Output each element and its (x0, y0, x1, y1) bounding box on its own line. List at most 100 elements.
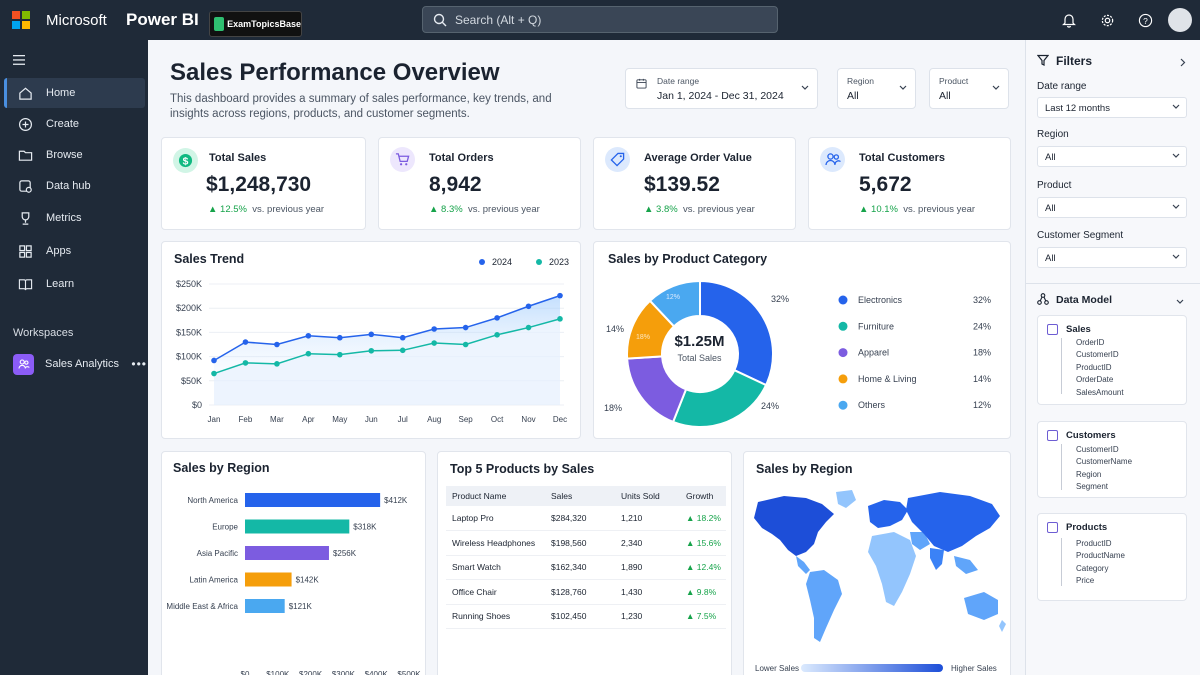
region-filter[interactable]: Region All (837, 68, 916, 109)
field-item[interactable]: ProductID (1076, 363, 1112, 372)
filter-icon (1037, 54, 1049, 66)
field-item[interactable]: CustomerName (1076, 457, 1133, 466)
field-item[interactable]: ProductID (1076, 539, 1112, 548)
sidebar-item-apps[interactable]: Apps (4, 236, 145, 266)
data-point-2023[interactable] (525, 324, 532, 331)
legend-label[interactable]: Home & Living (858, 374, 917, 384)
bar-north-america[interactable] (245, 493, 381, 507)
field-item[interactable]: Category (1076, 564, 1109, 573)
data-point-2024[interactable] (211, 357, 217, 364)
table-row[interactable]: Running Shoes $102,450 1,230 ▲ 7.5% (446, 604, 726, 629)
data-point-2024[interactable] (557, 292, 563, 299)
product-name[interactable]: Power BI (126, 10, 199, 29)
product-category-card[interactable]: Sales by Product Category 32% 24% 18% 14% El… (593, 241, 1011, 439)
data-point-2024[interactable] (494, 315, 500, 321)
data-point-2023[interactable] (494, 332, 500, 338)
search-input[interactable]: Search (Alt + Q) (422, 6, 778, 33)
column-header[interactable]: Sales (545, 486, 615, 506)
data-point-2023[interactable] (274, 361, 280, 367)
notifications-button[interactable] (1050, 0, 1088, 40)
more-options-icon[interactable]: ••• (131, 357, 147, 371)
product-filter[interactable]: Product All (929, 68, 1009, 109)
table-row[interactable]: Smart Watch $162,340 1,890 ▲ 12.4% (446, 555, 726, 580)
field-item[interactable]: OrderID (1076, 338, 1105, 347)
data-point-2024[interactable] (368, 331, 375, 338)
data-point-2024[interactable] (462, 324, 469, 331)
date-range-select[interactable]: Last 12 months (1037, 97, 1187, 118)
kpi-card-total-orders[interactable]: Total Orders 8,942 ▲ 8.3% vs. previous y… (378, 137, 581, 230)
donut-slice-electronics[interactable] (699, 279, 774, 387)
legend-label[interactable]: Furniture (858, 321, 894, 331)
data-point-2023[interactable] (211, 370, 217, 377)
table-row[interactable]: Office Chair $128,760 1,430 ▲ 9.8% (446, 579, 726, 605)
donut-slice-others[interactable] (648, 279, 701, 328)
data-point-2023[interactable] (399, 347, 406, 354)
product-select[interactable]: All (1037, 197, 1187, 218)
legend-label[interactable]: Others (858, 400, 886, 410)
customer-segment-select[interactable]: All (1037, 247, 1187, 268)
table-row[interactable]: Wireless Headphones $198,560 2,340 ▲ 15.6% (446, 530, 726, 556)
data-point-2024[interactable] (525, 303, 532, 310)
data-model-table-customers[interactable]: Customers CustomerID CustomerName Region… (1037, 421, 1187, 498)
column-header[interactable]: Growth (680, 486, 726, 506)
help-button[interactable]: ? (1126, 0, 1164, 40)
settings-button[interactable] (1088, 0, 1126, 40)
data-point-2023[interactable] (368, 347, 375, 354)
data-point-2024[interactable] (242, 339, 249, 345)
sidebar-item-data-hub[interactable]: Data hub (4, 171, 145, 201)
date-range-filter[interactable]: Date range Jan 1, 2024 - Dec 31, 2024 (625, 68, 818, 109)
sales-trend-card[interactable]: Sales Trend $0 $50K $100K $150K $200K $250K Ja… (161, 241, 581, 439)
hamburger-menu-icon[interactable] (13, 55, 25, 65)
data-model-table-products[interactable]: Products ProductID ProductName Category … (1037, 513, 1187, 601)
field-item[interactable]: Price (1076, 576, 1095, 585)
sidebar-item-learn[interactable]: Learn (4, 269, 145, 299)
field-item[interactable]: Region (1076, 470, 1102, 479)
legend-label[interactable]: Apparel (858, 348, 889, 358)
avatar[interactable] (1168, 8, 1192, 32)
kpi-card-average-order-value[interactable]: Average Order Value $139.52 ▲ 3.8% vs. p… (593, 137, 796, 230)
bar-middle-east-africa[interactable] (245, 599, 285, 613)
data-point-2024[interactable] (305, 332, 312, 339)
data-model-table-sales[interactable]: Sales OrderID CustomerID ProductID Order… (1037, 315, 1187, 405)
sales-map-card[interactable]: Sales by Region Lower Sales Higher Sales (743, 451, 1011, 675)
sidebar-item-create[interactable]: Create (4, 109, 145, 139)
sidebar-item-home[interactable]: Home (4, 78, 145, 108)
legend-label[interactable]: Electronics (858, 295, 903, 305)
field-item[interactable]: SalesAmount (1076, 388, 1124, 397)
bar-asia-pacific[interactable] (245, 546, 329, 560)
chevron-right-icon[interactable] (1180, 58, 1186, 67)
data-point-2023[interactable] (431, 340, 437, 346)
bar-latin-america[interactable] (245, 572, 292, 587)
kpi-card-total-customers[interactable]: Total Customers 5,672 ▲ 10.1% vs. previo… (808, 137, 1011, 230)
column-header[interactable]: Units Sold (615, 486, 680, 506)
sidebar-item-metrics[interactable]: Metrics (4, 203, 145, 233)
data-point-2024[interactable] (337, 334, 343, 341)
data-point-2023[interactable] (557, 316, 563, 322)
data-point-2023[interactable] (462, 341, 469, 348)
workspace-item[interactable]: Sales Analytics ••• (13, 353, 146, 375)
field-item[interactable]: Segment (1076, 482, 1109, 491)
field-item[interactable]: ProductName (1076, 551, 1125, 560)
field-item[interactable]: CustomerID (1076, 445, 1119, 454)
kpi-card-total-sales[interactable]: $ Total Sales $1,248,730 ▲ 12.5% vs. pre… (161, 137, 366, 230)
data-point-2023[interactable] (305, 350, 312, 357)
data-point-2023[interactable] (337, 351, 343, 358)
donut-slice-apparel[interactable] (626, 355, 688, 424)
sidebar-item-browse[interactable]: Browse (4, 140, 145, 170)
table-row[interactable]: Laptop Pro $284,320 1,210 ▲ 18.2% (446, 506, 726, 531)
field-item[interactable]: OrderDate (1076, 375, 1114, 384)
column-header[interactable]: Product Name (446, 486, 545, 506)
data-point-2024[interactable] (431, 326, 437, 332)
data-point-2024[interactable] (274, 341, 280, 348)
data-point-2023[interactable] (242, 360, 249, 366)
region-select[interactable]: All (1037, 146, 1187, 167)
chevron-down-icon[interactable] (1176, 299, 1184, 305)
sales-by-region-bar-card[interactable]: Sales by Region North America $412K Europe… (161, 451, 426, 675)
world-map[interactable] (744, 452, 1012, 675)
donut-slice-furniture[interactable] (671, 368, 768, 428)
bar-europe[interactable] (245, 519, 350, 534)
field-item[interactable]: CustomerID (1076, 350, 1119, 359)
top-products-card[interactable]: Top 5 Products by Sales Product Name Sal… (437, 451, 732, 675)
region-filter-label: Region (847, 76, 874, 86)
data-point-2024[interactable] (399, 334, 406, 341)
